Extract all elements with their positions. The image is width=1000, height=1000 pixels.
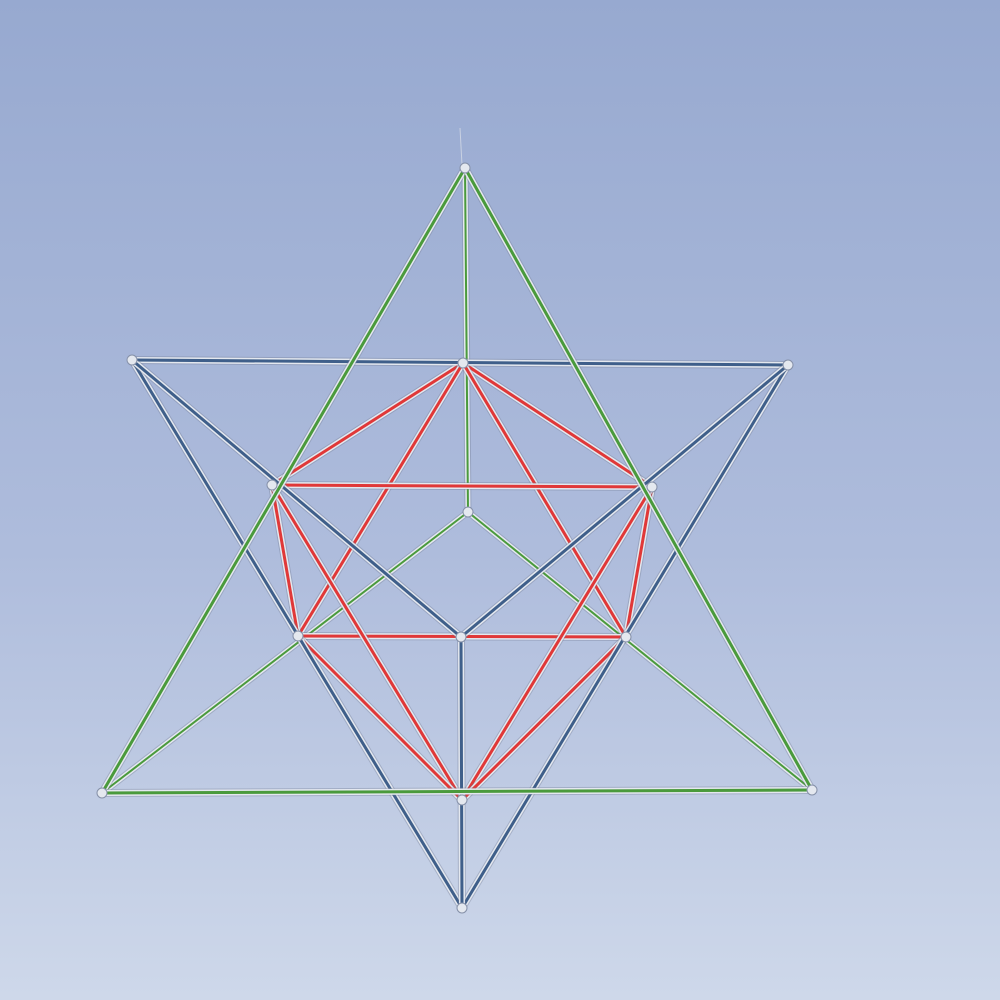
red-rod <box>268 481 656 491</box>
hanging-thread <box>459 127 463 166</box>
rod-joint <box>457 357 469 369</box>
red-rod <box>268 481 466 804</box>
rod-joint <box>292 630 304 642</box>
green-rod-back <box>98 508 472 797</box>
rod-joint <box>96 787 108 799</box>
blue-rod <box>128 356 465 641</box>
blue-rod <box>457 633 466 912</box>
rod-joint <box>126 354 138 366</box>
red-rod <box>458 483 656 804</box>
rod-joint <box>806 784 818 796</box>
red-rod <box>294 359 467 640</box>
rod-joint <box>455 631 467 643</box>
rod-joint <box>456 902 468 914</box>
rod-joint <box>266 479 278 491</box>
red-rod <box>459 359 630 641</box>
rod-joint <box>462 506 474 518</box>
rod-joint <box>456 794 468 806</box>
sculpture-frame <box>96 162 818 914</box>
green-rod <box>461 164 816 794</box>
green-rod <box>98 786 816 797</box>
blue-rod <box>457 361 792 641</box>
red-rod <box>458 633 630 804</box>
green-rod-back <box>464 508 816 794</box>
rod-joint <box>459 162 471 174</box>
green-rod-back <box>461 164 472 516</box>
rod-joint <box>620 631 632 643</box>
rod-joint <box>782 359 794 371</box>
red-rod <box>268 359 467 489</box>
rod-joint <box>646 481 658 493</box>
red-rod <box>622 483 656 641</box>
red-rod <box>294 632 466 804</box>
green-rod <box>98 164 469 797</box>
red-rod <box>268 481 302 640</box>
red-rod <box>459 359 656 491</box>
